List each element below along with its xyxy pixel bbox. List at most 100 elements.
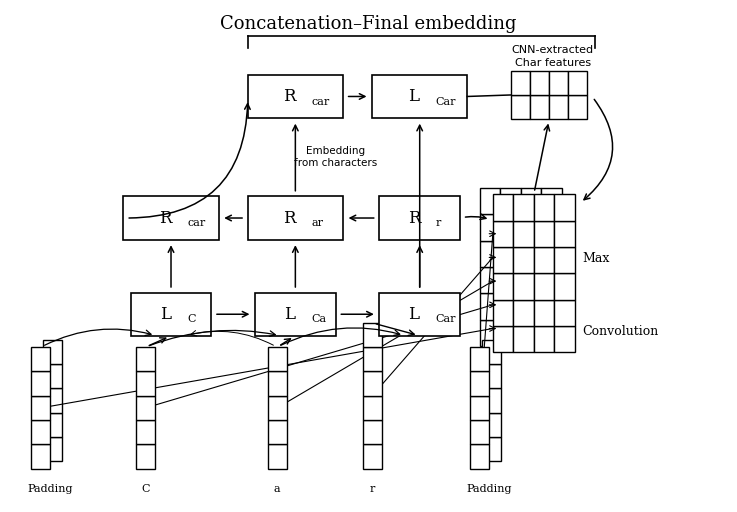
- Text: Embedding
from characters: Embedding from characters: [294, 146, 377, 168]
- Bar: [363, 372, 382, 396]
- Bar: [514, 273, 534, 300]
- Bar: [520, 241, 541, 267]
- Text: C: C: [142, 484, 150, 494]
- Bar: [541, 188, 562, 215]
- Bar: [31, 420, 50, 444]
- Bar: [31, 347, 50, 372]
- Bar: [554, 300, 575, 326]
- Bar: [514, 247, 534, 273]
- Bar: [470, 396, 489, 420]
- Text: car: car: [312, 97, 329, 106]
- Bar: [549, 71, 568, 95]
- Text: R: R: [283, 209, 296, 226]
- Bar: [534, 194, 554, 221]
- Bar: [500, 215, 520, 241]
- Bar: [372, 75, 467, 118]
- Bar: [541, 293, 562, 320]
- Text: L: L: [284, 306, 295, 323]
- Bar: [363, 420, 382, 444]
- Bar: [514, 194, 534, 221]
- Bar: [124, 197, 219, 240]
- Text: Convolution: Convolution: [582, 326, 658, 338]
- Bar: [554, 326, 575, 352]
- Bar: [530, 71, 549, 95]
- Text: R: R: [159, 209, 172, 226]
- Bar: [500, 293, 520, 320]
- Text: Padding: Padding: [467, 484, 512, 494]
- Bar: [500, 241, 520, 267]
- Bar: [43, 340, 62, 364]
- Bar: [520, 320, 541, 346]
- Text: L: L: [408, 306, 419, 323]
- Bar: [380, 293, 460, 336]
- Bar: [493, 300, 514, 326]
- Bar: [480, 188, 500, 215]
- Text: Ca: Ca: [312, 314, 326, 324]
- Bar: [268, 347, 287, 372]
- Bar: [31, 444, 50, 468]
- Bar: [493, 247, 514, 273]
- Bar: [31, 396, 50, 420]
- Bar: [380, 197, 460, 240]
- Bar: [470, 347, 489, 372]
- Bar: [480, 320, 500, 346]
- Bar: [520, 215, 541, 241]
- Bar: [255, 293, 335, 336]
- Text: Car: Car: [436, 97, 456, 106]
- Bar: [520, 267, 541, 293]
- Text: a: a: [273, 484, 280, 494]
- Bar: [480, 293, 500, 320]
- Bar: [554, 194, 575, 221]
- Text: r: r: [369, 484, 375, 494]
- Bar: [363, 323, 382, 347]
- Bar: [500, 320, 520, 346]
- Bar: [363, 347, 382, 372]
- Text: Padding: Padding: [27, 484, 73, 494]
- Text: R: R: [408, 209, 420, 226]
- Bar: [530, 95, 549, 119]
- Bar: [43, 389, 62, 413]
- Bar: [554, 247, 575, 273]
- Bar: [514, 221, 534, 247]
- Bar: [511, 71, 530, 95]
- Bar: [136, 444, 155, 468]
- Bar: [480, 215, 500, 241]
- Bar: [136, 372, 155, 396]
- Text: L: L: [408, 88, 419, 105]
- Bar: [470, 420, 489, 444]
- Text: Concatenation–Final embedding: Concatenation–Final embedding: [220, 15, 517, 33]
- Bar: [43, 364, 62, 389]
- Bar: [554, 273, 575, 300]
- Bar: [541, 320, 562, 346]
- Bar: [470, 372, 489, 396]
- Bar: [481, 364, 500, 389]
- Bar: [43, 413, 62, 437]
- Bar: [493, 194, 514, 221]
- Bar: [534, 273, 554, 300]
- Bar: [534, 326, 554, 352]
- Bar: [363, 444, 382, 468]
- Bar: [481, 437, 500, 461]
- Text: Car: Car: [436, 314, 456, 324]
- Bar: [493, 221, 514, 247]
- Bar: [500, 267, 520, 293]
- Bar: [268, 420, 287, 444]
- Bar: [470, 444, 489, 468]
- Bar: [568, 71, 587, 95]
- Text: car: car: [187, 218, 206, 228]
- Bar: [481, 413, 500, 437]
- Bar: [549, 95, 568, 119]
- Bar: [534, 247, 554, 273]
- Text: ar: ar: [312, 218, 324, 228]
- Bar: [268, 396, 287, 420]
- Bar: [500, 188, 520, 215]
- Bar: [541, 241, 562, 267]
- Bar: [541, 215, 562, 241]
- Text: Char features: Char features: [514, 58, 591, 68]
- Bar: [480, 267, 500, 293]
- Text: CNN-extracted: CNN-extracted: [511, 46, 594, 55]
- Bar: [514, 326, 534, 352]
- Text: Max: Max: [582, 251, 609, 265]
- Bar: [511, 95, 530, 119]
- Bar: [541, 267, 562, 293]
